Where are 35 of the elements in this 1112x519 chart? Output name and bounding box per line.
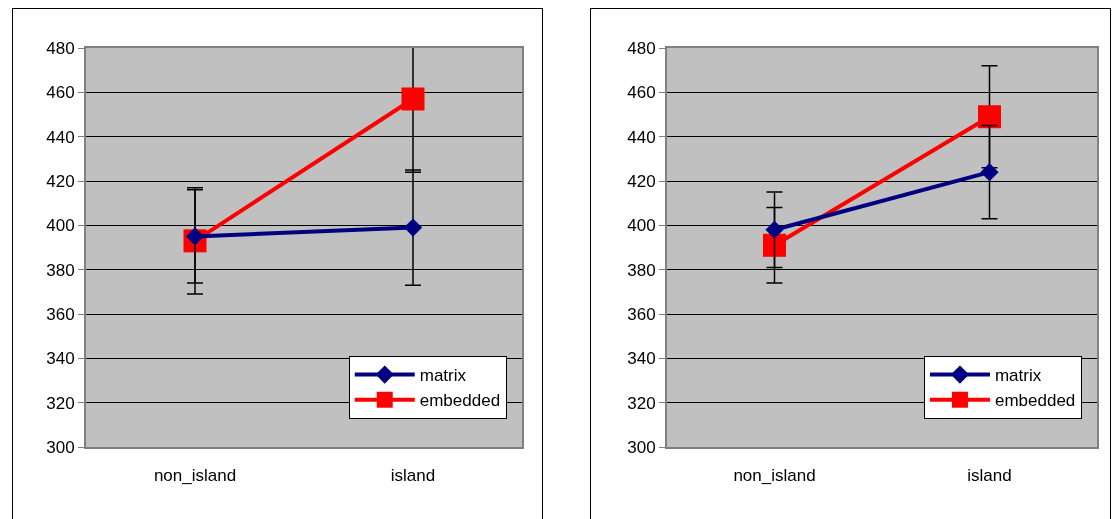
- y-tick-label: 300: [627, 437, 656, 457]
- y-tick-label: 340: [46, 349, 75, 369]
- y-tick-label: 480: [46, 38, 75, 58]
- x-tick-label: non_island: [733, 466, 816, 486]
- point: [980, 163, 999, 182]
- y-tick-label: 440: [46, 127, 75, 147]
- y-tick-label: 420: [627, 171, 656, 191]
- x-tick-label: island: [967, 466, 1012, 486]
- y-tick-label: 400: [46, 216, 75, 236]
- y-tick-label: 460: [627, 83, 656, 103]
- y-tick-label: 480: [627, 38, 656, 58]
- x-tick-label: non_island: [153, 466, 237, 486]
- legend-label: matrix: [994, 366, 1042, 386]
- legend-label: embedded: [994, 391, 1076, 411]
- point: [403, 218, 423, 237]
- y-tick-label: 340: [627, 349, 656, 369]
- y-tick-label: 360: [46, 304, 75, 324]
- y-tick-label: 320: [627, 393, 656, 413]
- y-tick-label: 380: [627, 260, 656, 280]
- x-tick-label: island: [390, 466, 436, 486]
- y-tick-label: 400: [627, 216, 656, 236]
- y-tick-label: 320: [46, 393, 75, 413]
- y-tick-label: 420: [46, 171, 75, 191]
- point: [765, 220, 784, 239]
- y-tick-label: 460: [46, 83, 75, 103]
- legend-label: embedded: [419, 391, 501, 411]
- y-tick-label: 360: [627, 304, 656, 324]
- point: [978, 105, 1001, 129]
- point: [185, 227, 205, 246]
- point: [401, 87, 425, 111]
- legend-label: matrix: [419, 366, 467, 386]
- y-tick-label: 380: [46, 260, 75, 280]
- y-tick-label: 440: [627, 127, 656, 147]
- y-tick-label: 300: [46, 437, 75, 457]
- point: [763, 233, 786, 257]
